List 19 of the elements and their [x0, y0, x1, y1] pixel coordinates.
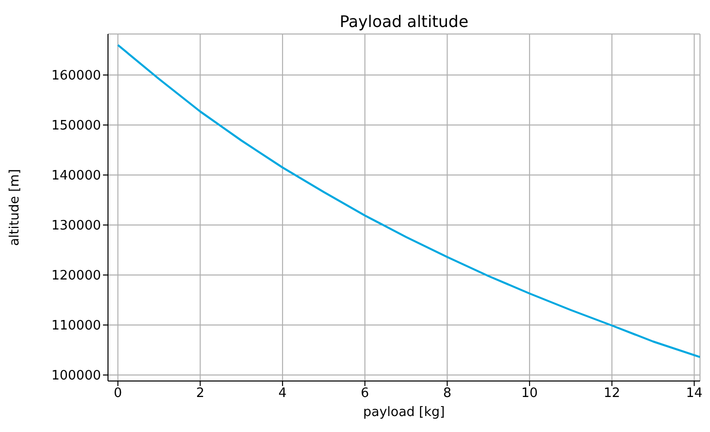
y-tick-label: 150000 — [51, 118, 101, 134]
y-axis-title: altitude [m] — [8, 169, 23, 246]
x-tick-label: 12 — [604, 386, 620, 402]
x-tick-label: 10 — [521, 386, 538, 402]
chart-title: Payload altitude — [338, 12, 470, 31]
x-tick-label: 6 — [360, 386, 370, 402]
x-tick-label: 14 — [686, 386, 703, 402]
x-tick-label: 2 — [196, 386, 204, 402]
y-tick-label: 110000 — [51, 318, 101, 334]
line-series — [116, 44, 700, 358]
y-tick-label: 100000 — [51, 368, 101, 384]
y-tick-label: 160000 — [51, 68, 101, 84]
y-tick-label: 120000 — [51, 268, 101, 284]
x-tick-label: 8 — [443, 386, 452, 402]
x-tick-label: 0 — [114, 386, 122, 402]
x-tick-label: 4 — [278, 386, 287, 402]
x-axis-title: payload [kg] — [363, 405, 445, 420]
y-tick-label: 140000 — [51, 168, 101, 184]
y-tick-label: 130000 — [51, 218, 101, 234]
